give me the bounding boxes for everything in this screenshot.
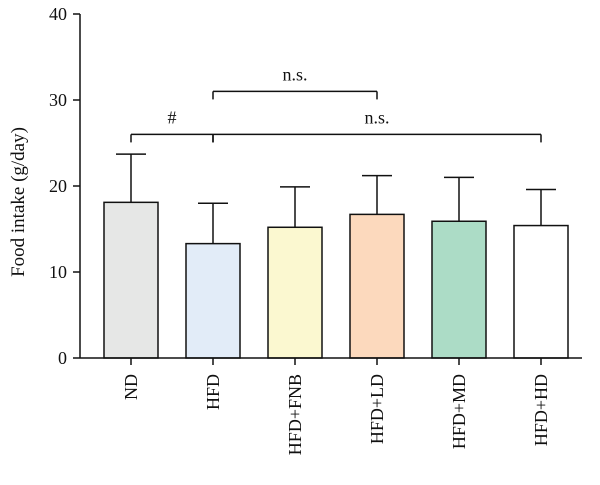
error-bars <box>116 153 556 244</box>
significance-bracket-2: n.s. <box>212 107 542 143</box>
y-tick-label-3: 30 <box>49 90 67 110</box>
x-tick-label-4: HFD+MD <box>449 374 469 449</box>
x-tick-label-0: ND <box>121 374 141 400</box>
bar-1 <box>185 242 241 359</box>
bar-4 <box>431 220 487 359</box>
y-axis-title: Food intake (g/day) <box>8 127 29 277</box>
bracket-label-1: n.s. <box>282 64 307 84</box>
bar-5 <box>513 224 569 359</box>
bar-3 <box>349 213 405 359</box>
y-tick-label-4: 40 <box>49 4 67 24</box>
bracket-label-2: n.s. <box>364 107 389 127</box>
bracket-label-0: # <box>168 107 177 127</box>
significance-bracket-0: # <box>130 107 214 143</box>
y-tick-label-1: 10 <box>49 262 67 282</box>
bar-2 <box>267 226 323 359</box>
significance-bracket-1: n.s. <box>212 64 378 100</box>
bars <box>103 201 569 359</box>
y-axis: 0 10 20 30 40 <box>49 4 81 368</box>
x-tick-label-1: HFD <box>203 374 223 410</box>
bar-0 <box>103 201 159 359</box>
x-tick-label-2: HFD+FNB <box>285 374 305 455</box>
y-tick-label-2: 20 <box>49 176 67 196</box>
annotations: # n.s. n.s. <box>130 64 542 143</box>
x-tick-label-3: HFD+LD <box>367 374 387 444</box>
x-tick-label-5: HFD+HD <box>531 374 551 446</box>
y-tick-label-0: 0 <box>58 348 67 368</box>
x-axis: ND HFD HFD+FNB HFD+LD HFD+MD HFD+HD <box>80 357 582 455</box>
